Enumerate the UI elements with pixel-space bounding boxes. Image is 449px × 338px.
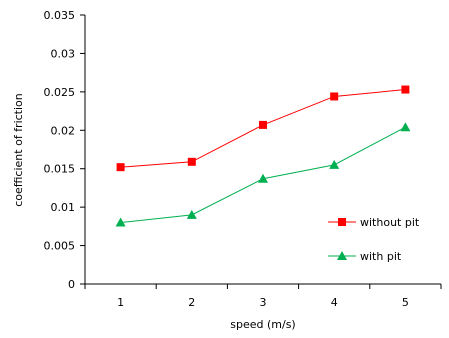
data-point — [329, 159, 340, 169]
data-point — [116, 163, 125, 172]
x-tick-label: 1 — [117, 296, 124, 309]
x-tick-label: 3 — [260, 296, 267, 309]
y-axis-title: coefficient of friction — [12, 93, 25, 207]
plot-area: 0 0.005 0.01 0.015 0.02 0.025 0.03 0.035 1 2 3 4 5 — [44, 9, 442, 309]
y-tick-label: 0.03 — [51, 47, 76, 60]
y-tick-label: 0.02 — [51, 124, 76, 137]
data-point — [400, 122, 411, 132]
data-point — [401, 85, 410, 94]
legend-marker — [338, 218, 346, 226]
data-point — [258, 173, 268, 183]
x-tick-label: 4 — [331, 296, 338, 309]
y-tick-label: 0.01 — [51, 201, 76, 214]
x-tick-label: 2 — [188, 296, 195, 309]
series-1 — [116, 85, 410, 172]
data-point — [259, 120, 267, 129]
data-point — [186, 209, 197, 219]
legend-marker — [337, 251, 347, 260]
y-tick-label: 0 — [68, 278, 75, 291]
data-point — [115, 217, 126, 227]
series-layer — [115, 85, 411, 227]
series-2 — [115, 122, 411, 227]
y-tick-label: 0.035 — [44, 9, 76, 22]
legend-label: with pit — [360, 250, 402, 263]
legend-label: without pit — [360, 216, 420, 229]
x-axis-ticks: 1 2 3 4 5 — [84, 284, 442, 309]
y-axis-ticks: 0 0.005 0.01 0.015 0.02 0.025 0.03 0.035 — [44, 9, 85, 291]
x-axis-title: speed (m/s) — [230, 318, 295, 331]
y-tick-label: 0.005 — [44, 240, 76, 253]
x-tick-label: 5 — [402, 296, 409, 309]
data-point — [330, 92, 339, 101]
y-tick-label: 0.025 — [44, 86, 76, 99]
y-tick-label: 0.015 — [44, 163, 76, 176]
data-point — [187, 157, 196, 166]
legend: without pit with pit — [328, 216, 420, 263]
